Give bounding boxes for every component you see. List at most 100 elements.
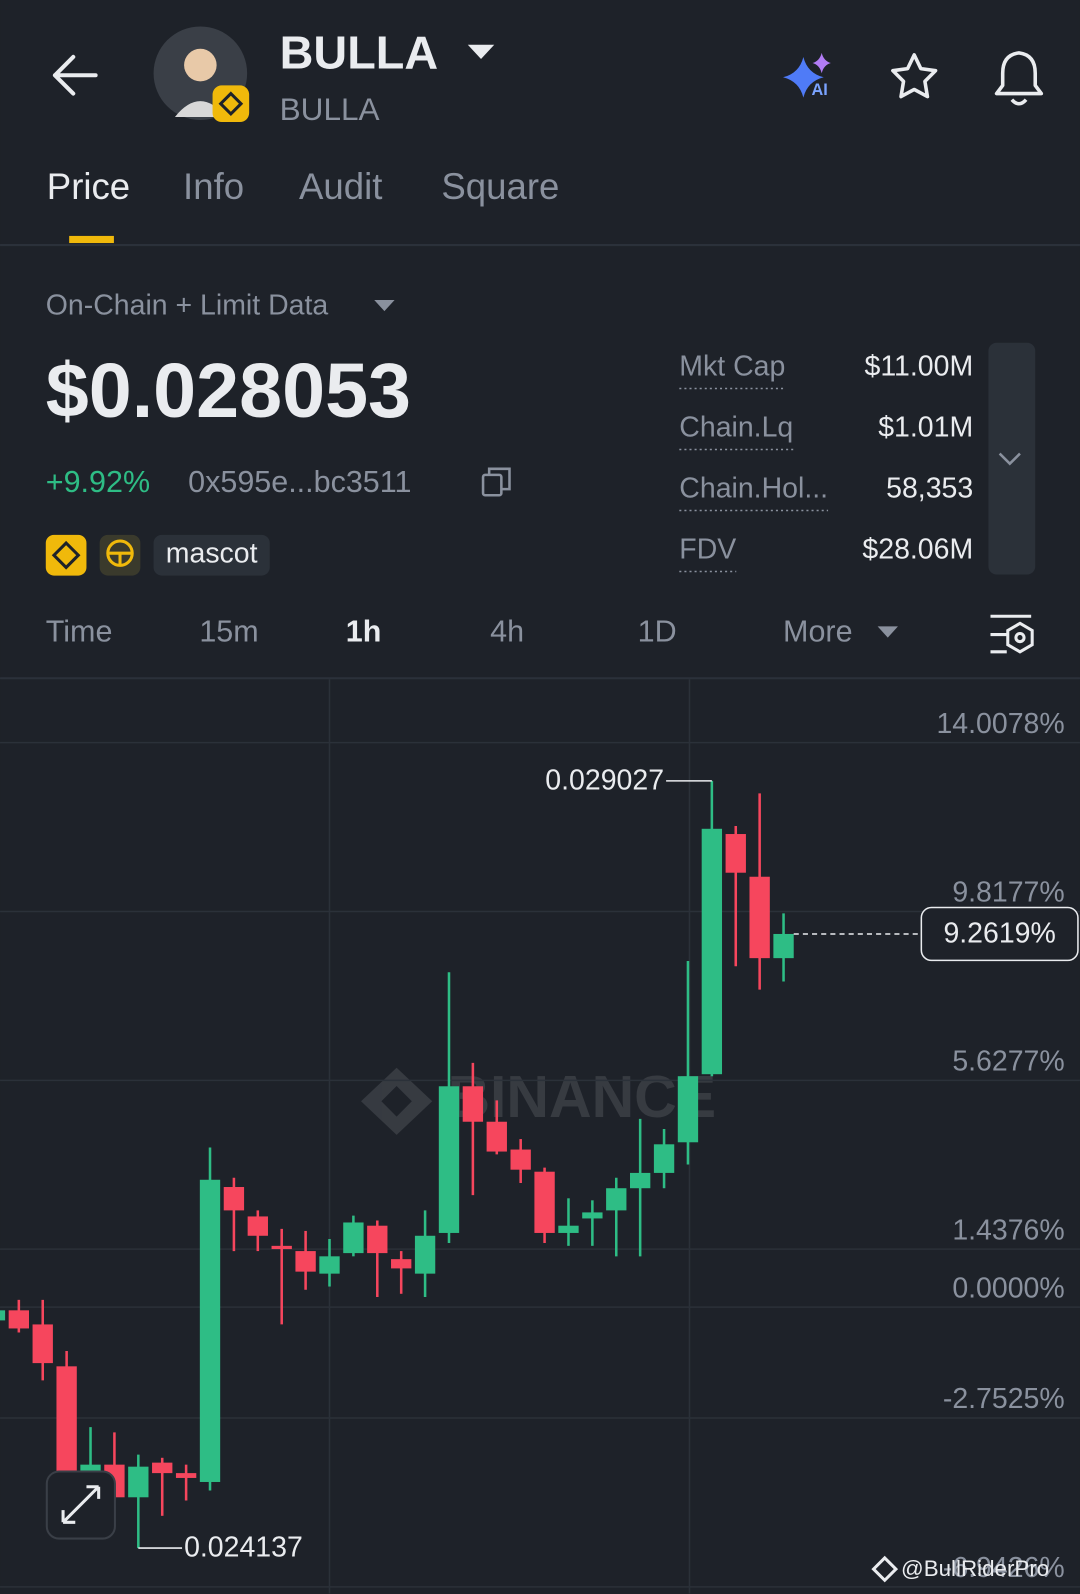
candle-body bbox=[295, 1251, 316, 1272]
candle-body bbox=[414, 1235, 436, 1274]
tab[interactable]: Square bbox=[441, 166, 559, 207]
y-tick-label: 14.0078% bbox=[936, 708, 1064, 740]
candle-body bbox=[152, 1462, 173, 1474]
candle-body bbox=[438, 1086, 460, 1233]
candle-body bbox=[271, 1245, 292, 1250]
expand-chart-button[interactable] bbox=[45, 1470, 116, 1540]
candlestick-chart: BINANCE 14.0078% 9.8177% 5.6277% 1.4376% 0.0… bbox=[0, 679, 1080, 1594]
y-tick-label: 1.4376% bbox=[952, 1214, 1064, 1246]
data-source-dropdown[interactable] bbox=[374, 299, 395, 312]
chart-settings-button[interactable] bbox=[990, 614, 1034, 654]
candle-body bbox=[80, 1464, 101, 1472]
stats-expand[interactable] bbox=[988, 342, 1036, 575]
interval-option[interactable]: 4h bbox=[490, 615, 524, 649]
high-annotation: 0.029027 bbox=[545, 764, 664, 796]
candle-body bbox=[128, 1466, 149, 1498]
candle-body bbox=[367, 1225, 388, 1254]
candle-body bbox=[223, 1187, 245, 1211]
candle-body bbox=[175, 1473, 197, 1478]
chain-badge[interactable] bbox=[45, 534, 87, 576]
price-change: +9.92% bbox=[46, 465, 150, 499]
interval-bar: Time 15m 1h 4h 1D More bbox=[46, 615, 853, 649]
candle-body bbox=[725, 834, 746, 873]
chart-watermark: BINANCE bbox=[361, 1065, 716, 1135]
candle-body bbox=[486, 1121, 507, 1152]
candle-body bbox=[343, 1222, 364, 1254]
active-tab-indicator bbox=[69, 235, 114, 244]
candle-body bbox=[0, 1310, 6, 1321]
tab[interactable]: Audit bbox=[299, 166, 382, 207]
svg-text:AI: AI bbox=[812, 81, 828, 99]
candle-body bbox=[677, 1076, 699, 1143]
tab[interactable]: Info bbox=[183, 166, 244, 207]
candle-body bbox=[462, 1086, 484, 1122]
candle-body bbox=[534, 1171, 555, 1233]
stat-label[interactable]: Chain.Lq bbox=[679, 412, 793, 444]
candle-body bbox=[629, 1172, 651, 1189]
candle-body bbox=[391, 1259, 412, 1269]
candle-body bbox=[56, 1366, 77, 1472]
stat-value: $11.00M bbox=[865, 351, 974, 383]
y-tick-label: -2.7525% bbox=[943, 1383, 1065, 1415]
candle-body bbox=[606, 1188, 627, 1211]
copy-button[interactable] bbox=[481, 467, 511, 497]
interval-option[interactable]: 15m bbox=[199, 615, 258, 649]
more-dropdown[interactable] bbox=[877, 626, 898, 638]
stat-label[interactable]: FDV bbox=[679, 534, 736, 566]
candle-body bbox=[8, 1310, 30, 1329]
tab-bar: Price Info Audit Square bbox=[47, 166, 560, 207]
low-annotation: 0.024137 bbox=[184, 1532, 303, 1564]
token-symbol: BULLA bbox=[280, 91, 380, 127]
watermark-text: BINANCE bbox=[447, 1065, 716, 1130]
launch-badge[interactable] bbox=[99, 534, 141, 576]
candle-body bbox=[653, 1144, 675, 1173]
candle-body bbox=[701, 828, 723, 1075]
candle-body bbox=[749, 876, 770, 959]
stat-value: $28.06M bbox=[862, 534, 973, 566]
tag-label: mascot bbox=[166, 538, 258, 570]
tab[interactable]: Price bbox=[47, 166, 130, 207]
stats-panel: Mkt Cap $11.00M Chain.Lq $1.01M Chain.Hol...… bbox=[679, 351, 974, 573]
token-name: BULLA bbox=[280, 26, 438, 78]
candle-body bbox=[510, 1149, 531, 1170]
interval-option[interactable]: 1D bbox=[638, 615, 677, 649]
candle-body bbox=[558, 1225, 579, 1233]
ai-button[interactable]: AI bbox=[783, 52, 831, 99]
candle-body bbox=[319, 1256, 340, 1274]
candle-body bbox=[32, 1324, 53, 1364]
candle-body bbox=[582, 1212, 603, 1219]
candle-body bbox=[199, 1179, 221, 1482]
interval-option[interactable]: 1h bbox=[346, 615, 382, 649]
favorite-button[interactable] bbox=[891, 53, 938, 99]
back-button[interactable] bbox=[52, 54, 98, 96]
price: $0.028053 bbox=[46, 348, 411, 434]
tag-list: mascot bbox=[153, 534, 270, 576]
stat-label[interactable]: Chain.Hol... bbox=[679, 473, 828, 505]
stat-value: $1.01M bbox=[878, 412, 973, 444]
y-tick-label: 0.0000% bbox=[952, 1272, 1064, 1304]
credit-text: @BullRiderPro bbox=[901, 1556, 1049, 1581]
token-dropdown[interactable] bbox=[467, 44, 495, 59]
y-tick-label: 5.6277% bbox=[952, 1046, 1064, 1078]
interval-option: Time bbox=[46, 615, 113, 649]
contract-address: 0x595e...bc3511 bbox=[188, 465, 411, 499]
credit: @BullRiderPro bbox=[871, 1555, 1049, 1583]
stat-label[interactable]: Mkt Cap bbox=[679, 351, 785, 383]
token-avatar[interactable] bbox=[153, 26, 250, 123]
last-price-label: 9.2619% bbox=[943, 917, 1055, 949]
last-price-box bbox=[920, 906, 1079, 962]
stats-expand-chevron bbox=[998, 452, 1021, 466]
y-tick-label: 9.8177% bbox=[952, 877, 1064, 909]
y-tick-label: -6.9426% bbox=[943, 1552, 1065, 1584]
stat-value: 58,353 bbox=[886, 473, 973, 505]
alert-button[interactable] bbox=[994, 51, 1044, 106]
candle-body bbox=[773, 933, 794, 959]
interval-option[interactable]: More bbox=[783, 615, 852, 649]
data-source-selector[interactable]: On-Chain + Limit Data bbox=[46, 290, 329, 322]
candle-body bbox=[247, 1216, 268, 1236]
tag-chip[interactable] bbox=[153, 534, 270, 576]
